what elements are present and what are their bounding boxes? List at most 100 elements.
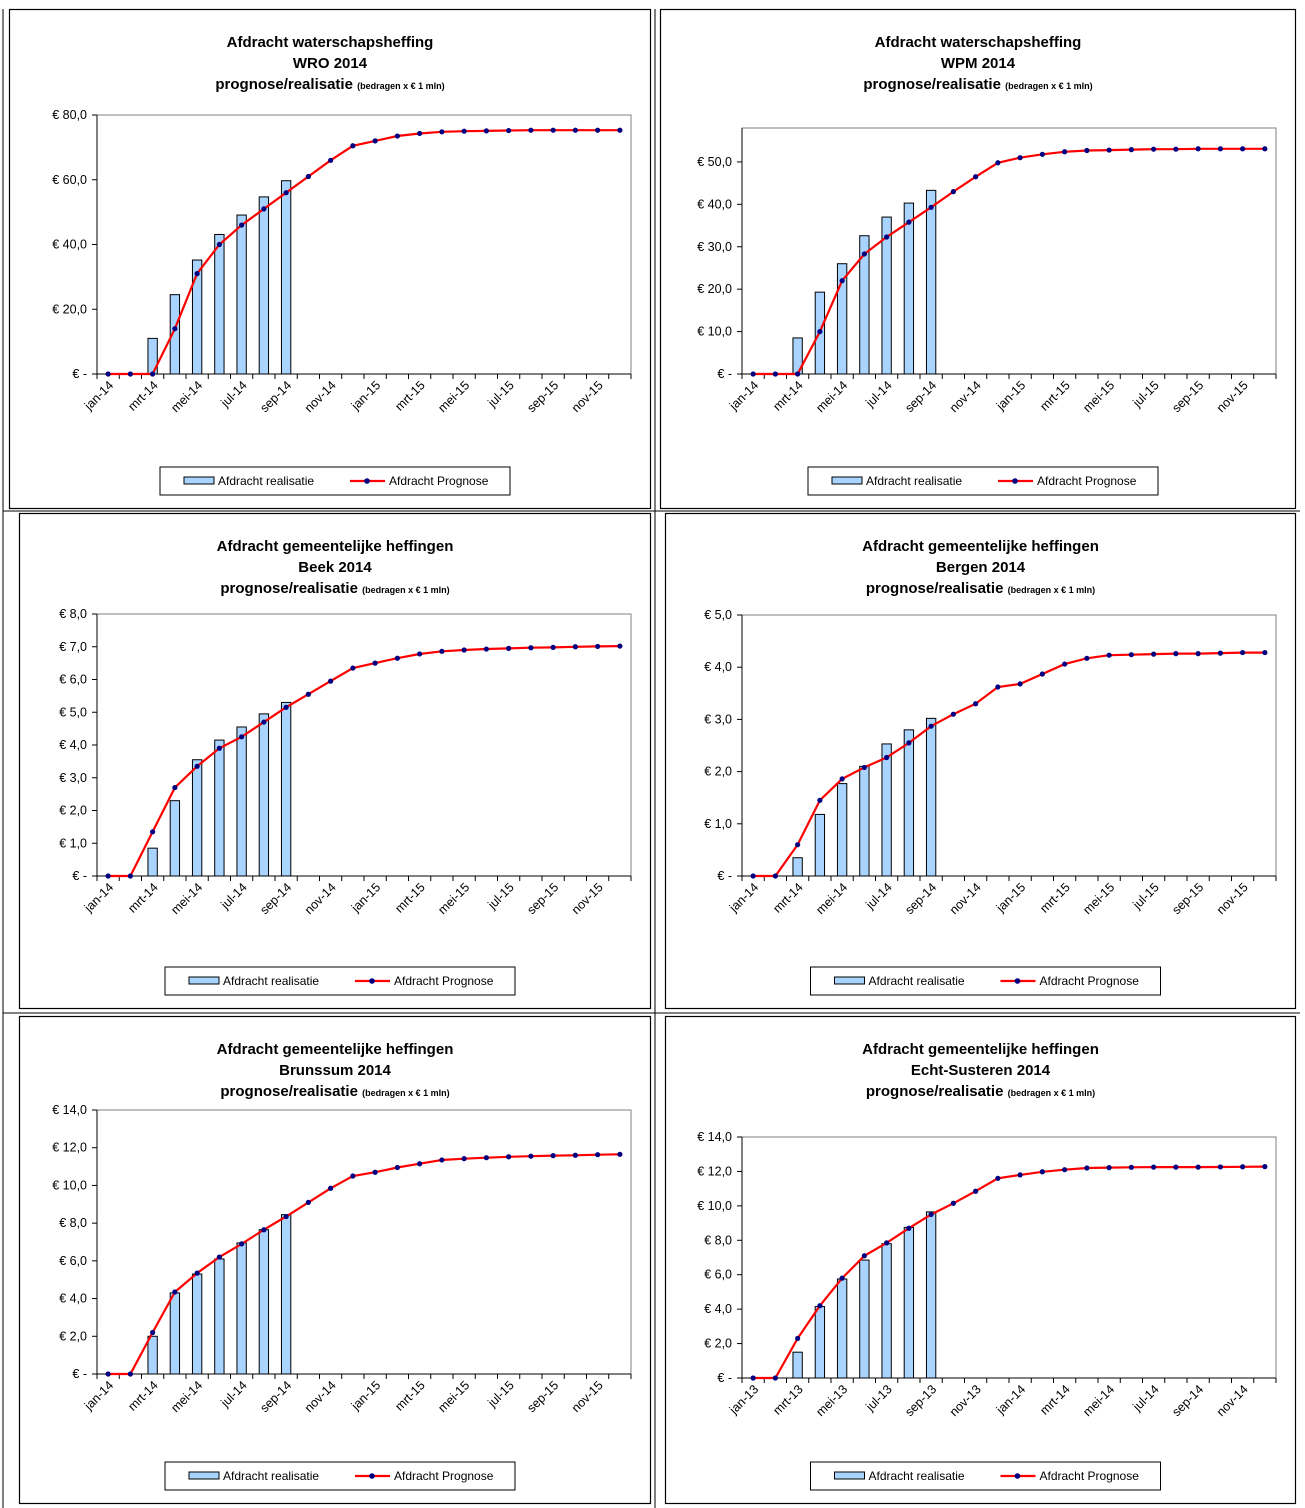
point-prognose bbox=[950, 189, 956, 195]
point-prognose bbox=[305, 1199, 311, 1205]
point-prognose bbox=[839, 1275, 845, 1281]
y-tick-label: € 7,0 bbox=[59, 640, 87, 654]
bar-realisatie bbox=[169, 294, 181, 375]
point-prognose bbox=[1262, 649, 1268, 656]
y-tick-label: € 4,0 bbox=[704, 1302, 732, 1316]
point-prognose bbox=[750, 873, 756, 879]
point-prognose bbox=[1062, 149, 1068, 155]
point-prognose bbox=[394, 655, 400, 661]
bar-realisatie bbox=[214, 233, 225, 375]
chart-panel-6: Afdracht gemeentelijke heffingen Echt-Sus… bbox=[664, 1015, 1297, 1505]
point-prognose bbox=[1017, 1172, 1023, 1178]
point-prognose bbox=[572, 644, 578, 650]
point-prognose bbox=[1173, 651, 1179, 657]
y-tick-label: € 4,0 bbox=[59, 1292, 87, 1306]
point-prognose bbox=[1195, 1164, 1201, 1170]
y-tick-label: € 2,0 bbox=[704, 1337, 732, 1351]
legend: Afdracht realisatie Afdracht Prognose bbox=[810, 966, 1161, 996]
point-prognose bbox=[550, 1153, 556, 1159]
bar-realisatie bbox=[881, 1243, 892, 1379]
point-prognose bbox=[350, 143, 356, 149]
point-prognose bbox=[506, 645, 512, 651]
y-tick-label: € - bbox=[717, 1371, 732, 1385]
y-tick-label: € 8,0 bbox=[704, 1233, 732, 1247]
bar-realisatie bbox=[280, 1214, 292, 1375]
point-prognose bbox=[1240, 146, 1246, 152]
point-prognose bbox=[617, 1151, 623, 1157]
y-tick-label: € 10,0 bbox=[697, 1199, 732, 1213]
point-prognose bbox=[928, 1211, 934, 1218]
y-tick-label: € - bbox=[717, 869, 732, 883]
legend-bar-swatch bbox=[834, 976, 865, 985]
bar-realisatie bbox=[903, 729, 915, 877]
legend-bar-swatch bbox=[834, 1471, 865, 1480]
bar-realisatie bbox=[792, 857, 803, 877]
chart-title-line3: prognose/realisatie (bedragen x € 1 mln) bbox=[866, 580, 1095, 597]
point-prognose bbox=[172, 1289, 178, 1295]
point-prognose bbox=[216, 241, 222, 248]
line-prognose bbox=[108, 129, 620, 376]
point-prognose bbox=[1195, 146, 1201, 152]
point-prognose bbox=[1017, 681, 1023, 687]
bar-realisatie bbox=[881, 216, 892, 375]
legend-marker-swatch bbox=[369, 978, 375, 984]
point-prognose bbox=[795, 842, 801, 848]
point-prognose bbox=[461, 1156, 467, 1162]
bar-realisatie bbox=[258, 1229, 270, 1375]
legend-box bbox=[164, 1461, 516, 1491]
legend-box bbox=[159, 466, 511, 496]
bar-realisatie bbox=[280, 180, 292, 375]
plot-area bbox=[741, 127, 1277, 375]
legend-marker-swatch bbox=[364, 478, 370, 484]
point-prognose bbox=[172, 326, 178, 332]
y-tick-label: € 30,0 bbox=[697, 240, 732, 254]
legend-label-prognose: Afdracht Prognose bbox=[1037, 474, 1137, 488]
y-tick-label: € - bbox=[72, 1367, 87, 1381]
point-prognose bbox=[995, 160, 1001, 166]
point-prognose bbox=[261, 206, 267, 212]
y-tick-label: € 4,0 bbox=[704, 660, 732, 674]
chart-title-line1: Afdracht gemeentelijke heffingen bbox=[862, 1041, 1099, 1058]
line-prognose bbox=[753, 1165, 1265, 1380]
point-prognose bbox=[1128, 652, 1134, 658]
legend-label-realisatie: Afdracht realisatie bbox=[223, 974, 319, 988]
point-prognose bbox=[417, 651, 423, 657]
point-prognose bbox=[1151, 1164, 1157, 1170]
point-prognose bbox=[1262, 146, 1268, 152]
y-tick-label: € 40,0 bbox=[52, 238, 87, 252]
plot-area bbox=[96, 613, 632, 877]
point-prognose bbox=[394, 133, 400, 139]
chart-title-line3: prognose/realisatie (bedragen x € 1 mln) bbox=[863, 76, 1092, 93]
bar-realisatie bbox=[925, 1211, 937, 1379]
point-prognose bbox=[1151, 651, 1157, 657]
chart-panel-4: Afdracht gemeentelijke heffingen Bergen 2… bbox=[664, 512, 1297, 1010]
chart-title-line3: prognose/realisatie (bedragen x € 1 mln) bbox=[220, 580, 449, 597]
point-prognose bbox=[127, 873, 133, 879]
chart-title-line2: WPM 2014 bbox=[941, 55, 1016, 72]
legend-bar-swatch bbox=[183, 476, 215, 485]
chart-title-line3: prognose/realisatie (bedragen x € 1 mln) bbox=[220, 1083, 449, 1100]
point-prognose bbox=[1106, 147, 1112, 153]
point-prognose bbox=[150, 829, 156, 835]
legend-marker-swatch bbox=[1012, 478, 1018, 484]
point-prognose bbox=[884, 754, 890, 761]
point-prognose bbox=[461, 647, 467, 653]
point-prognose bbox=[1217, 650, 1223, 656]
bar-realisatie bbox=[859, 235, 870, 375]
point-prognose bbox=[817, 328, 823, 335]
point-prognose bbox=[950, 711, 956, 717]
point-prognose bbox=[239, 222, 245, 228]
point-prognose bbox=[394, 1164, 400, 1171]
legend-label-prognose: Afdracht Prognose bbox=[394, 1469, 494, 1483]
plot-area bbox=[741, 614, 1277, 877]
point-prognose bbox=[617, 643, 623, 649]
legend-label-realisatie: Afdracht realisatie bbox=[866, 474, 962, 488]
point-prognose bbox=[350, 1173, 356, 1179]
point-prognose bbox=[216, 745, 222, 751]
point-prognose bbox=[127, 371, 133, 377]
chart-title-line3: prognose/realisatie (bedragen x € 1 mln) bbox=[215, 76, 444, 93]
y-tick-label: € 20,0 bbox=[697, 282, 732, 296]
bar-realisatie bbox=[814, 1306, 826, 1379]
legend-label-prognose: Afdracht Prognose bbox=[1040, 974, 1140, 988]
legend-box bbox=[810, 1461, 1161, 1491]
